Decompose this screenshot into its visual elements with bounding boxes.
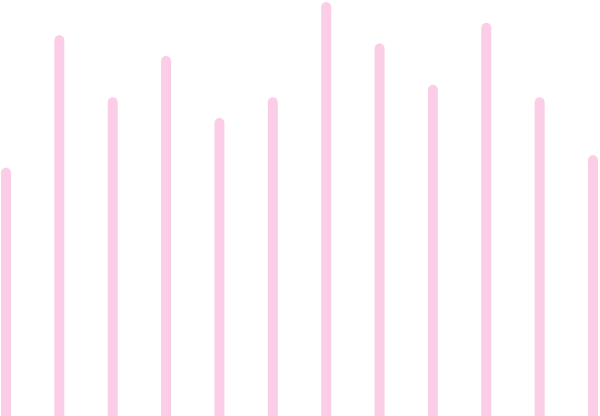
bar — [54, 35, 65, 416]
bar — [214, 117, 225, 416]
bar — [588, 155, 598, 416]
bar — [1, 167, 11, 416]
bar — [481, 22, 492, 416]
bar — [374, 43, 385, 416]
bar — [321, 2, 332, 416]
bar — [107, 97, 118, 416]
bar — [534, 97, 545, 416]
bar — [427, 84, 438, 416]
bar — [161, 55, 172, 416]
bar — [267, 97, 278, 416]
